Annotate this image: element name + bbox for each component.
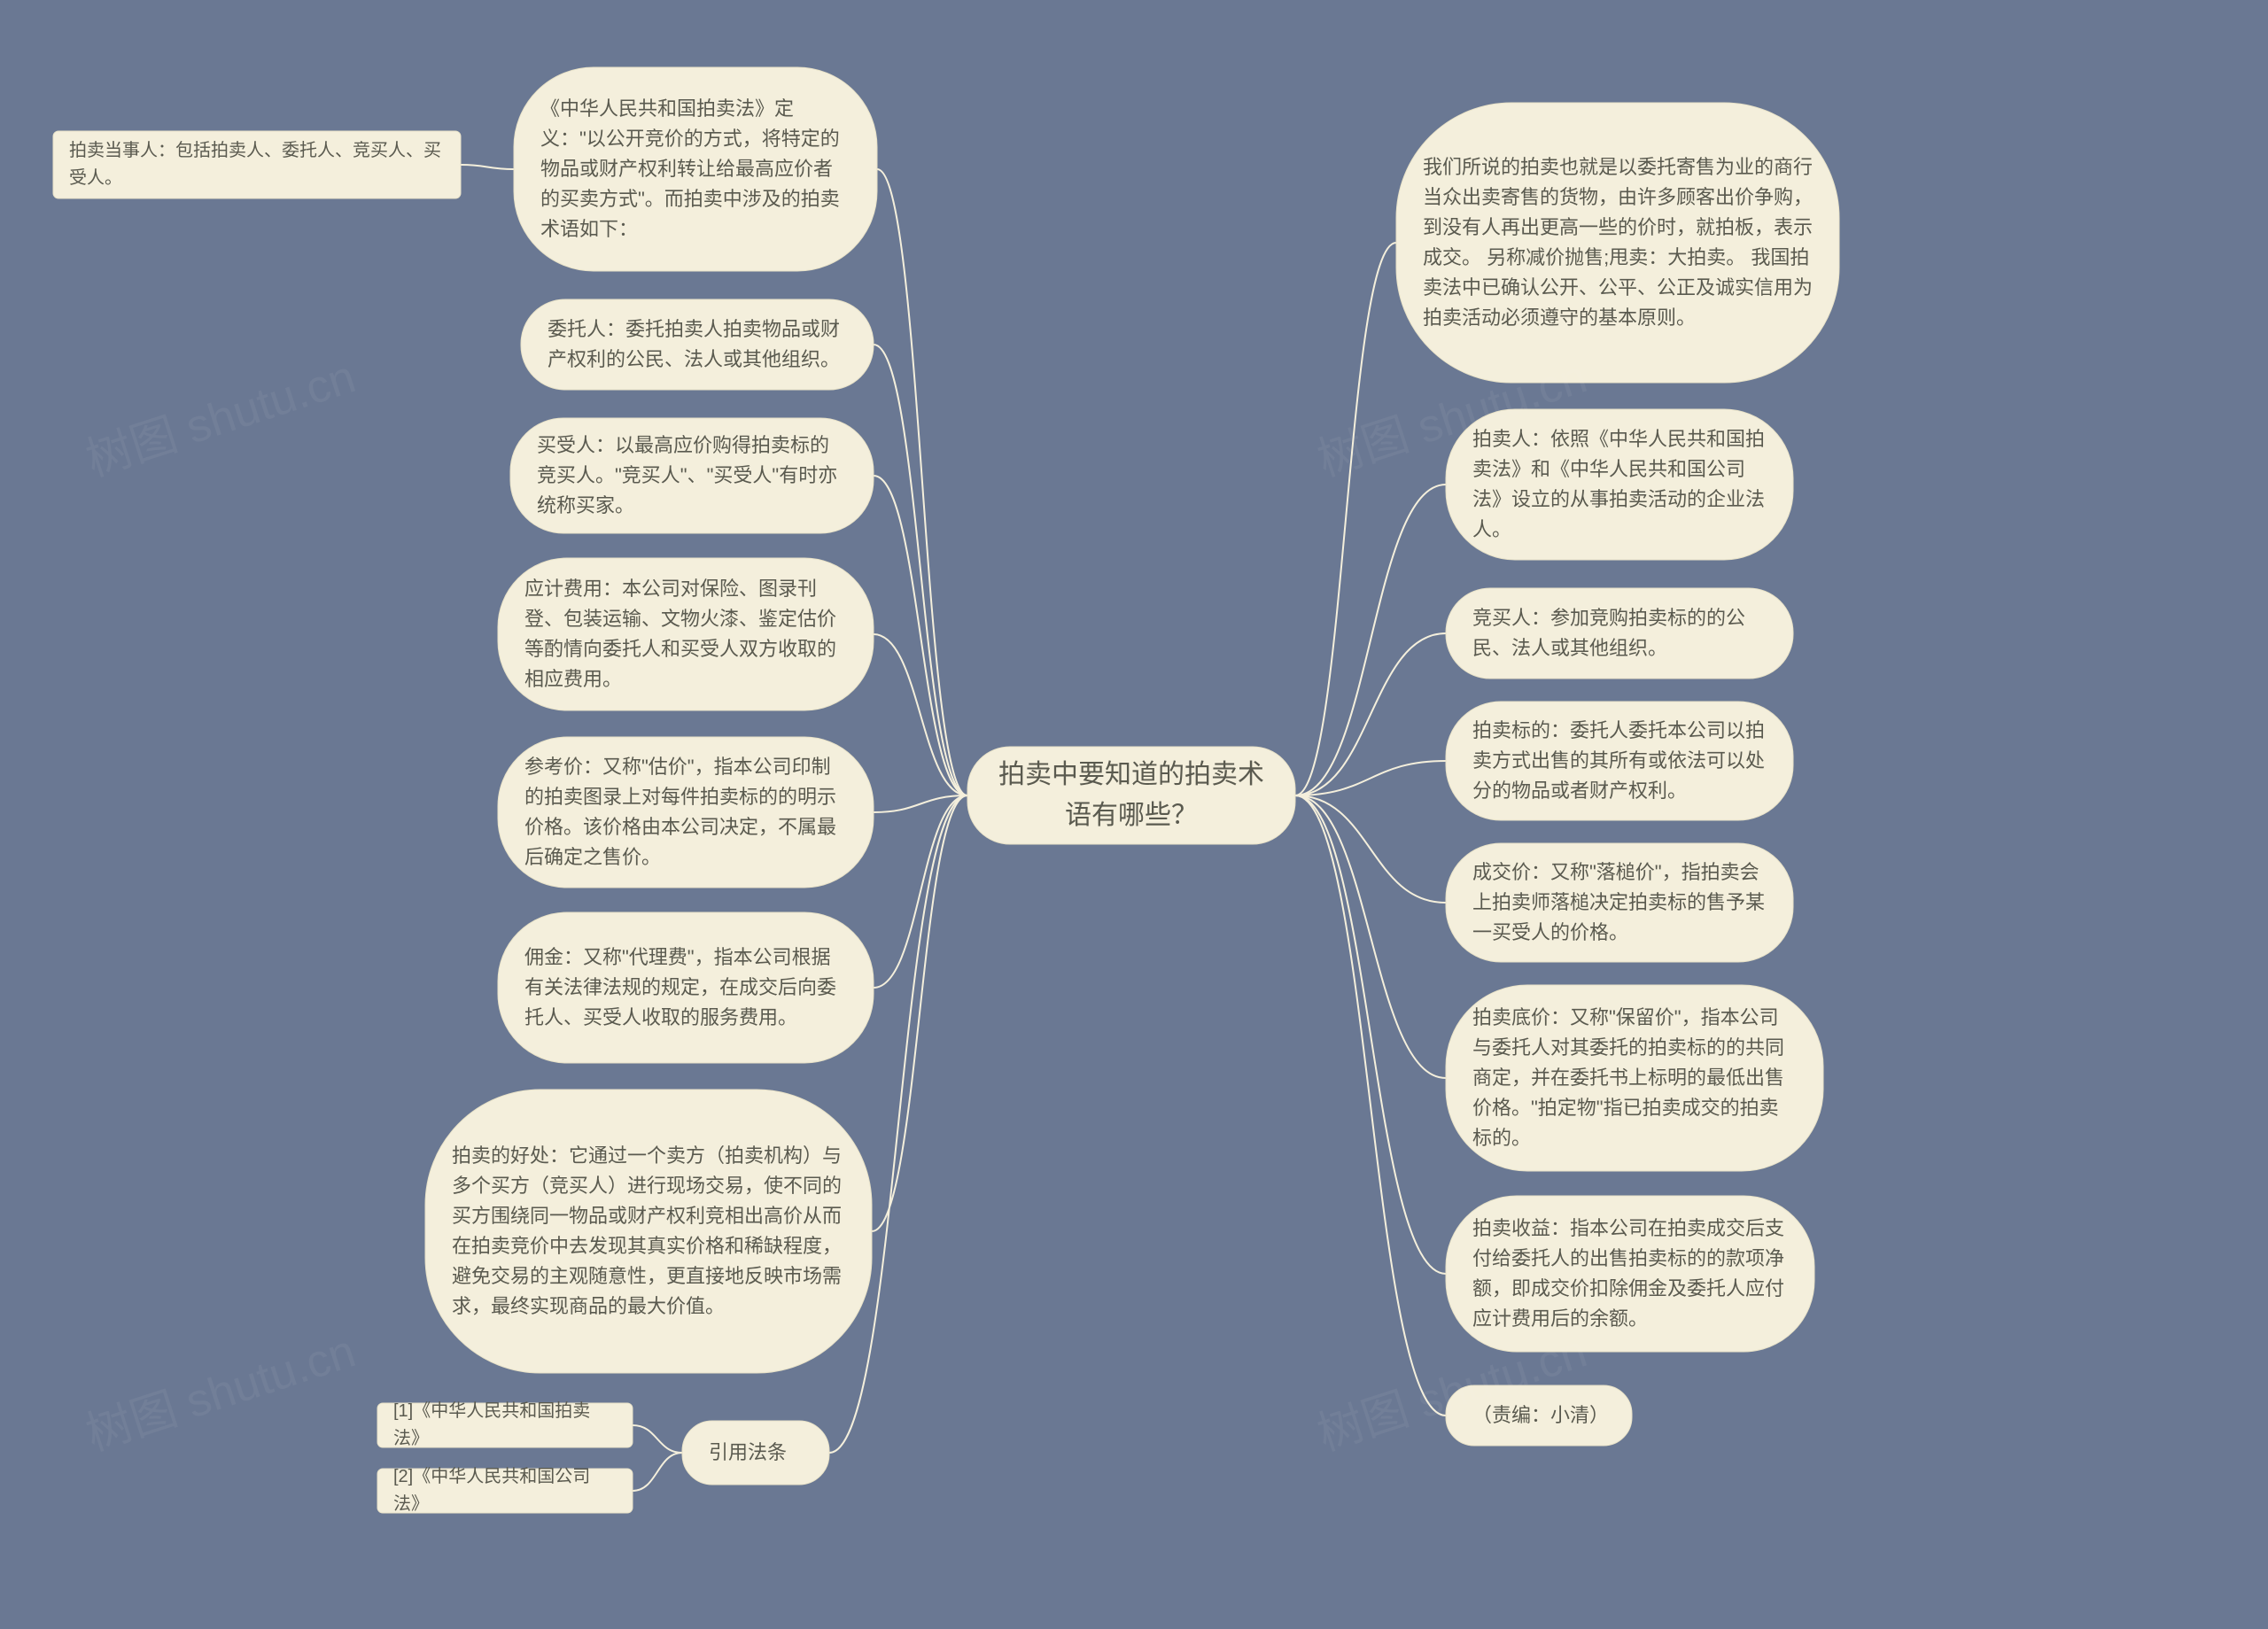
center-node: 拍卖中要知道的拍卖术语有哪些？ — [967, 747, 1295, 844]
left-node-L1-label: 《中华人民共和国拍卖法》定义："以公开竞价的方式，将特定的物品或财产权利转让给最… — [540, 94, 850, 244]
right-node-R5: 成交价：又称"落槌价"，指拍卖会上拍卖师落槌决定拍卖标的售予某一买受人的价格。 — [1446, 843, 1793, 962]
left-node-L6-label: 佣金：又称"代理费"，指本公司根据有关法律法规的规定，在成交后向委托人、买受人收… — [524, 942, 847, 1033]
right-node-R8: （责编：小清） — [1446, 1385, 1632, 1446]
right-node-R1: 我们所说的拍卖也就是以委托寄售为业的商行当众出卖寄售的货物，由许多顾客出价争购，… — [1396, 103, 1839, 383]
left-node-L7-label: 拍卖的好处：它通过一个卖方（拍卖机构）与多个买方（竞买人）进行现场交易，使不同的… — [452, 1141, 845, 1323]
left-node-L4: 应计费用：本公司对保险、图录刊登、包装运输、文物火漆、鉴定估价等酌情向委托人和买… — [498, 558, 874, 710]
right-node-R6-label: 拍卖底价：又称"保留价"，指本公司与委托人对其委托的拍卖标的的共同商定，并在委托… — [1472, 1003, 1797, 1153]
right-node-R1-label: 我们所说的拍卖也就是以委托寄售为业的商行当众出卖寄售的货物，由许多顾客出价争购，… — [1423, 152, 1813, 334]
grandchild-L1a-label: 拍卖当事人：包括拍卖人、委托人、竞买人、买受人。 — [69, 137, 445, 192]
right-node-R4-label: 拍卖标的：委托人委托本公司以拍卖方式出售的其所有或依法可以处分的物品或者财产权利… — [1472, 716, 1767, 806]
grandchild-L8b: [2]《中华人民共和国公司法》 — [377, 1469, 633, 1513]
left-node-L6: 佣金：又称"代理费"，指本公司根据有关法律法规的规定，在成交后向委托人、买受人收… — [498, 912, 874, 1063]
grandchild-L8b-label: [2]《中华人民共和国公司法》 — [393, 1463, 617, 1518]
left-node-L5: 参考价：又称"估价"，指本公司印制的拍卖图录上对每件拍卖标的的明示价格。该价格由… — [498, 737, 874, 888]
left-node-L7: 拍卖的好处：它通过一个卖方（拍卖机构）与多个买方（竞买人）进行现场交易，使不同的… — [425, 1090, 872, 1373]
right-node-R7: 拍卖收益：指本公司在拍卖成交后支付给委托人的出售拍卖标的的款项净额，即成交价扣除… — [1446, 1196, 1814, 1352]
center-node-label: 拍卖中要知道的拍卖术语有哪些？ — [994, 755, 1269, 837]
right-node-R5-label: 成交价：又称"落槌价"，指拍卖会上拍卖师落槌决定拍卖标的售予某一买受人的价格。 — [1472, 857, 1767, 948]
left-node-L3-label: 买受人：以最高应价购得拍卖标的竞买人。"竞买人"、"买受人"有时亦统称买家。 — [537, 431, 847, 521]
right-node-R6: 拍卖底价：又称"保留价"，指本公司与委托人对其委托的拍卖标的的共同商定，并在委托… — [1446, 985, 1823, 1171]
right-node-R3-label: 竞买人：参加竞购拍卖标的的公民、法人或其他组织。 — [1472, 603, 1767, 663]
left-node-L4-label: 应计费用：本公司对保险、图录刊登、包装运输、文物火漆、鉴定估价等酌情向委托人和买… — [524, 574, 847, 694]
left-node-L8-label: 引用法条 — [709, 1438, 787, 1468]
right-node-R2: 拍卖人：依照《中华人民共和国拍卖法》和《中华人民共和国公司法》设立的从事拍卖活动… — [1446, 409, 1793, 560]
left-node-L3: 买受人：以最高应价购得拍卖标的竞买人。"竞买人"、"买受人"有时亦统称买家。 — [510, 418, 874, 533]
grandchild-L8a: [1]《中华人民共和国拍卖法》 — [377, 1403, 633, 1447]
right-node-R4: 拍卖标的：委托人委托本公司以拍卖方式出售的其所有或依法可以处分的物品或者财产权利… — [1446, 702, 1793, 820]
right-node-R2-label: 拍卖人：依照《中华人民共和国拍卖法》和《中华人民共和国公司法》设立的从事拍卖活动… — [1472, 424, 1767, 545]
left-node-L1: 《中华人民共和国拍卖法》定义："以公开竞价的方式，将特定的物品或财产权利转让给最… — [514, 67, 877, 271]
left-node-L8: 引用法条 — [682, 1421, 829, 1485]
grandchild-L8a-label: [1]《中华人民共和国拍卖法》 — [393, 1398, 617, 1453]
right-node-R8-label: （责编：小清） — [1472, 1400, 1605, 1431]
right-node-R3: 竞买人：参加竞购拍卖标的的公民、法人或其他组织。 — [1446, 588, 1793, 679]
left-node-L5-label: 参考价：又称"估价"，指本公司印制的拍卖图录上对每件拍卖标的的明示价格。该价格由… — [524, 752, 847, 873]
grandchild-L1a: 拍卖当事人：包括拍卖人、委托人、竞买人、买受人。 — [53, 131, 461, 198]
left-node-L2-label: 委托人：委托拍卖人拍卖物品或财产权利的公民、法人或其他组织。 — [548, 314, 847, 375]
left-node-L2: 委托人：委托拍卖人拍卖物品或财产权利的公民、法人或其他组织。 — [521, 299, 874, 390]
right-node-R7-label: 拍卖收益：指本公司在拍卖成交后支付给委托人的出售拍卖标的的款项净额，即成交价扣除… — [1472, 1214, 1788, 1334]
